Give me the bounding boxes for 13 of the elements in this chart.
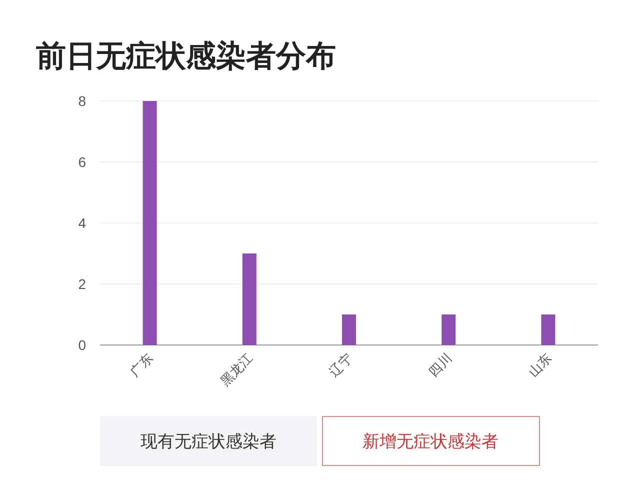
x-tick-label: 广东 — [126, 350, 156, 380]
y-tick-label: 0 — [78, 337, 86, 353]
y-tick-label: 4 — [78, 215, 86, 231]
y-tick-label: 6 — [78, 154, 86, 170]
x-tick-label: 四川 — [426, 350, 455, 380]
y-tick-label: 8 — [78, 93, 86, 109]
title: 前日无症状感染者分布 — [36, 40, 336, 73]
text: 新增无症状感染者 — [362, 432, 498, 451]
y-tick-label: 2 — [78, 276, 86, 292]
x-tick-label: 山东 — [525, 350, 554, 380]
x-tick-label: 辽宁 — [326, 350, 356, 380]
x-tick-label: 黑龙江 — [217, 350, 256, 389]
text: 现有无症状感染者 — [140, 432, 276, 451]
